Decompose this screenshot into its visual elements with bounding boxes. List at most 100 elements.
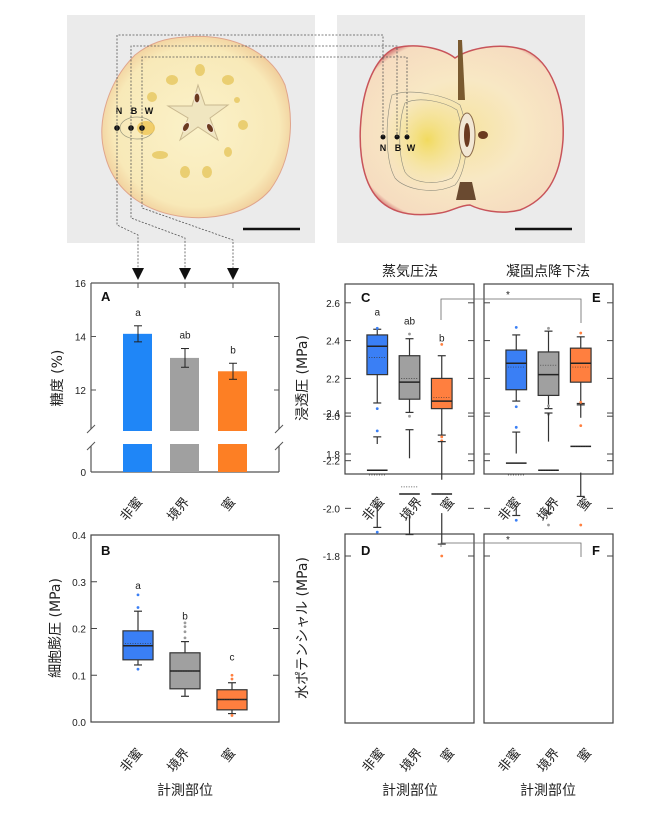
outlier-point — [183, 636, 187, 640]
y-tick-label: -2.0 — [323, 504, 341, 515]
connector-n — [116, 34, 384, 137]
significance-letter: b — [439, 334, 445, 345]
outlier-point — [408, 414, 411, 418]
outlier-point — [440, 435, 444, 439]
y-tick-label: 0.1 — [72, 671, 86, 682]
panel-label: E — [592, 290, 601, 305]
bar-lower — [170, 444, 199, 472]
seeds — [181, 92, 215, 134]
outlier-point — [136, 593, 140, 597]
significance-letter: c — [230, 653, 235, 664]
panel-label: A — [101, 289, 111, 304]
y-tick-label: 1.8 — [326, 450, 340, 461]
outlier-point — [136, 606, 140, 609]
box — [430, 377, 453, 410]
bar-upper — [170, 357, 199, 431]
watercore-region — [384, 93, 470, 186]
arrow-down-icon — [227, 268, 239, 280]
box — [366, 334, 389, 376]
y-tick-label: 2.2 — [326, 374, 340, 385]
axis-break-mark — [274, 441, 284, 451]
outlier-point — [375, 429, 379, 433]
y-tick-label: 0 — [80, 468, 86, 479]
outlier-point — [183, 625, 187, 629]
arrowheads — [132, 268, 239, 280]
boundary-outline-inner — [399, 99, 463, 183]
panel-label: D — [361, 543, 370, 558]
x-tick-label: 蜜 — [575, 746, 595, 766]
y-tick-label: 2.0 — [326, 412, 340, 423]
point-n — [380, 134, 386, 140]
axis-break-mark — [274, 424, 284, 434]
x-tick-label: 非蜜 — [496, 495, 524, 525]
panel-c: C 浸透圧 (MPa) 1.8 2.0 2.2 2.4 2.6 a ab b 非蜜 境界蜜 — [295, 283, 475, 525]
x-tick-label: 境界 — [165, 495, 193, 525]
y-tick-label: 12 — [75, 386, 87, 397]
seed — [464, 123, 470, 147]
outlier-point — [230, 714, 234, 717]
outlier-point — [514, 325, 518, 329]
y-tick-label: 16 — [75, 279, 87, 290]
outlier-point — [408, 332, 411, 336]
point-w — [404, 134, 410, 140]
connector-w — [141, 56, 408, 137]
axis-break-mark — [86, 424, 96, 434]
y-axis-label: 糖度 (%) — [50, 350, 66, 407]
y-tick-label: 14 — [75, 333, 87, 344]
comparison-star: * — [506, 535, 510, 546]
y-tick-label: 0.3 — [72, 578, 86, 589]
x-axis-label: 計測部位 — [157, 783, 213, 799]
outlier-point — [183, 621, 187, 625]
box — [537, 351, 560, 397]
box — [569, 347, 592, 383]
label-w: W — [407, 143, 416, 153]
comparison-bracket — [440, 298, 582, 323]
outlier-point — [579, 523, 583, 527]
x-tick-label: 非蜜 — [360, 746, 388, 776]
vascular-bundles — [147, 64, 248, 178]
calyx — [456, 182, 476, 200]
plot-frame — [344, 283, 475, 475]
significance-letter: ab — [404, 317, 416, 328]
boundary-outline-outer — [386, 91, 467, 191]
comparison-bracket — [440, 542, 582, 557]
outlier-point — [547, 404, 550, 408]
outlier-point — [183, 630, 187, 634]
x-tick-label: 境界 — [535, 746, 563, 776]
bar-upper — [123, 333, 152, 431]
bar-lower — [123, 444, 152, 472]
connector-w-down — [141, 128, 234, 268]
y-axis-label: 浸透圧 (MPa) — [295, 335, 311, 421]
outlier-point — [375, 530, 379, 534]
x-axis-label: 計測部位 — [520, 783, 576, 799]
y-tick-label: -1.8 — [323, 552, 341, 563]
arrow-down-icon — [179, 268, 191, 280]
box — [398, 355, 421, 400]
plot-frame — [344, 533, 475, 724]
x-tick-label: 境界 — [165, 746, 193, 776]
comparison-star: * — [506, 290, 510, 301]
panel-d: D 水ポテンシャル (MPa) 計測部位 -2.4-2.2-2.0-1.8非蜜境… — [295, 409, 475, 799]
x-tick-label: 蜜 — [219, 495, 239, 515]
x-tick-label: 非蜜 — [496, 746, 524, 776]
seed — [478, 131, 488, 139]
y-tick-label: -2.2 — [323, 457, 341, 468]
apple-cross-section-photo: N B W — [67, 15, 315, 243]
outlier-point — [230, 677, 234, 681]
method-title-freezing: 凝固点降下法 — [506, 264, 590, 280]
outlier-point — [579, 331, 583, 335]
y-axis-label: 水ポテンシャル (MPa) — [295, 557, 311, 699]
stem — [458, 40, 465, 100]
bar-lower — [218, 444, 247, 472]
method-title-vapor: 蒸気圧法 — [382, 264, 438, 280]
x-tick-label: 境界 — [398, 495, 426, 525]
x-tick-label: 蜜 — [575, 495, 595, 515]
significance-letter: a — [135, 581, 141, 592]
label-w: W — [145, 106, 154, 116]
apple-longitudinal-photo: N B W — [337, 15, 585, 243]
significance-letter: b — [230, 345, 236, 356]
box — [505, 349, 528, 391]
outlier-point — [230, 673, 234, 677]
outlier-point — [514, 518, 518, 522]
